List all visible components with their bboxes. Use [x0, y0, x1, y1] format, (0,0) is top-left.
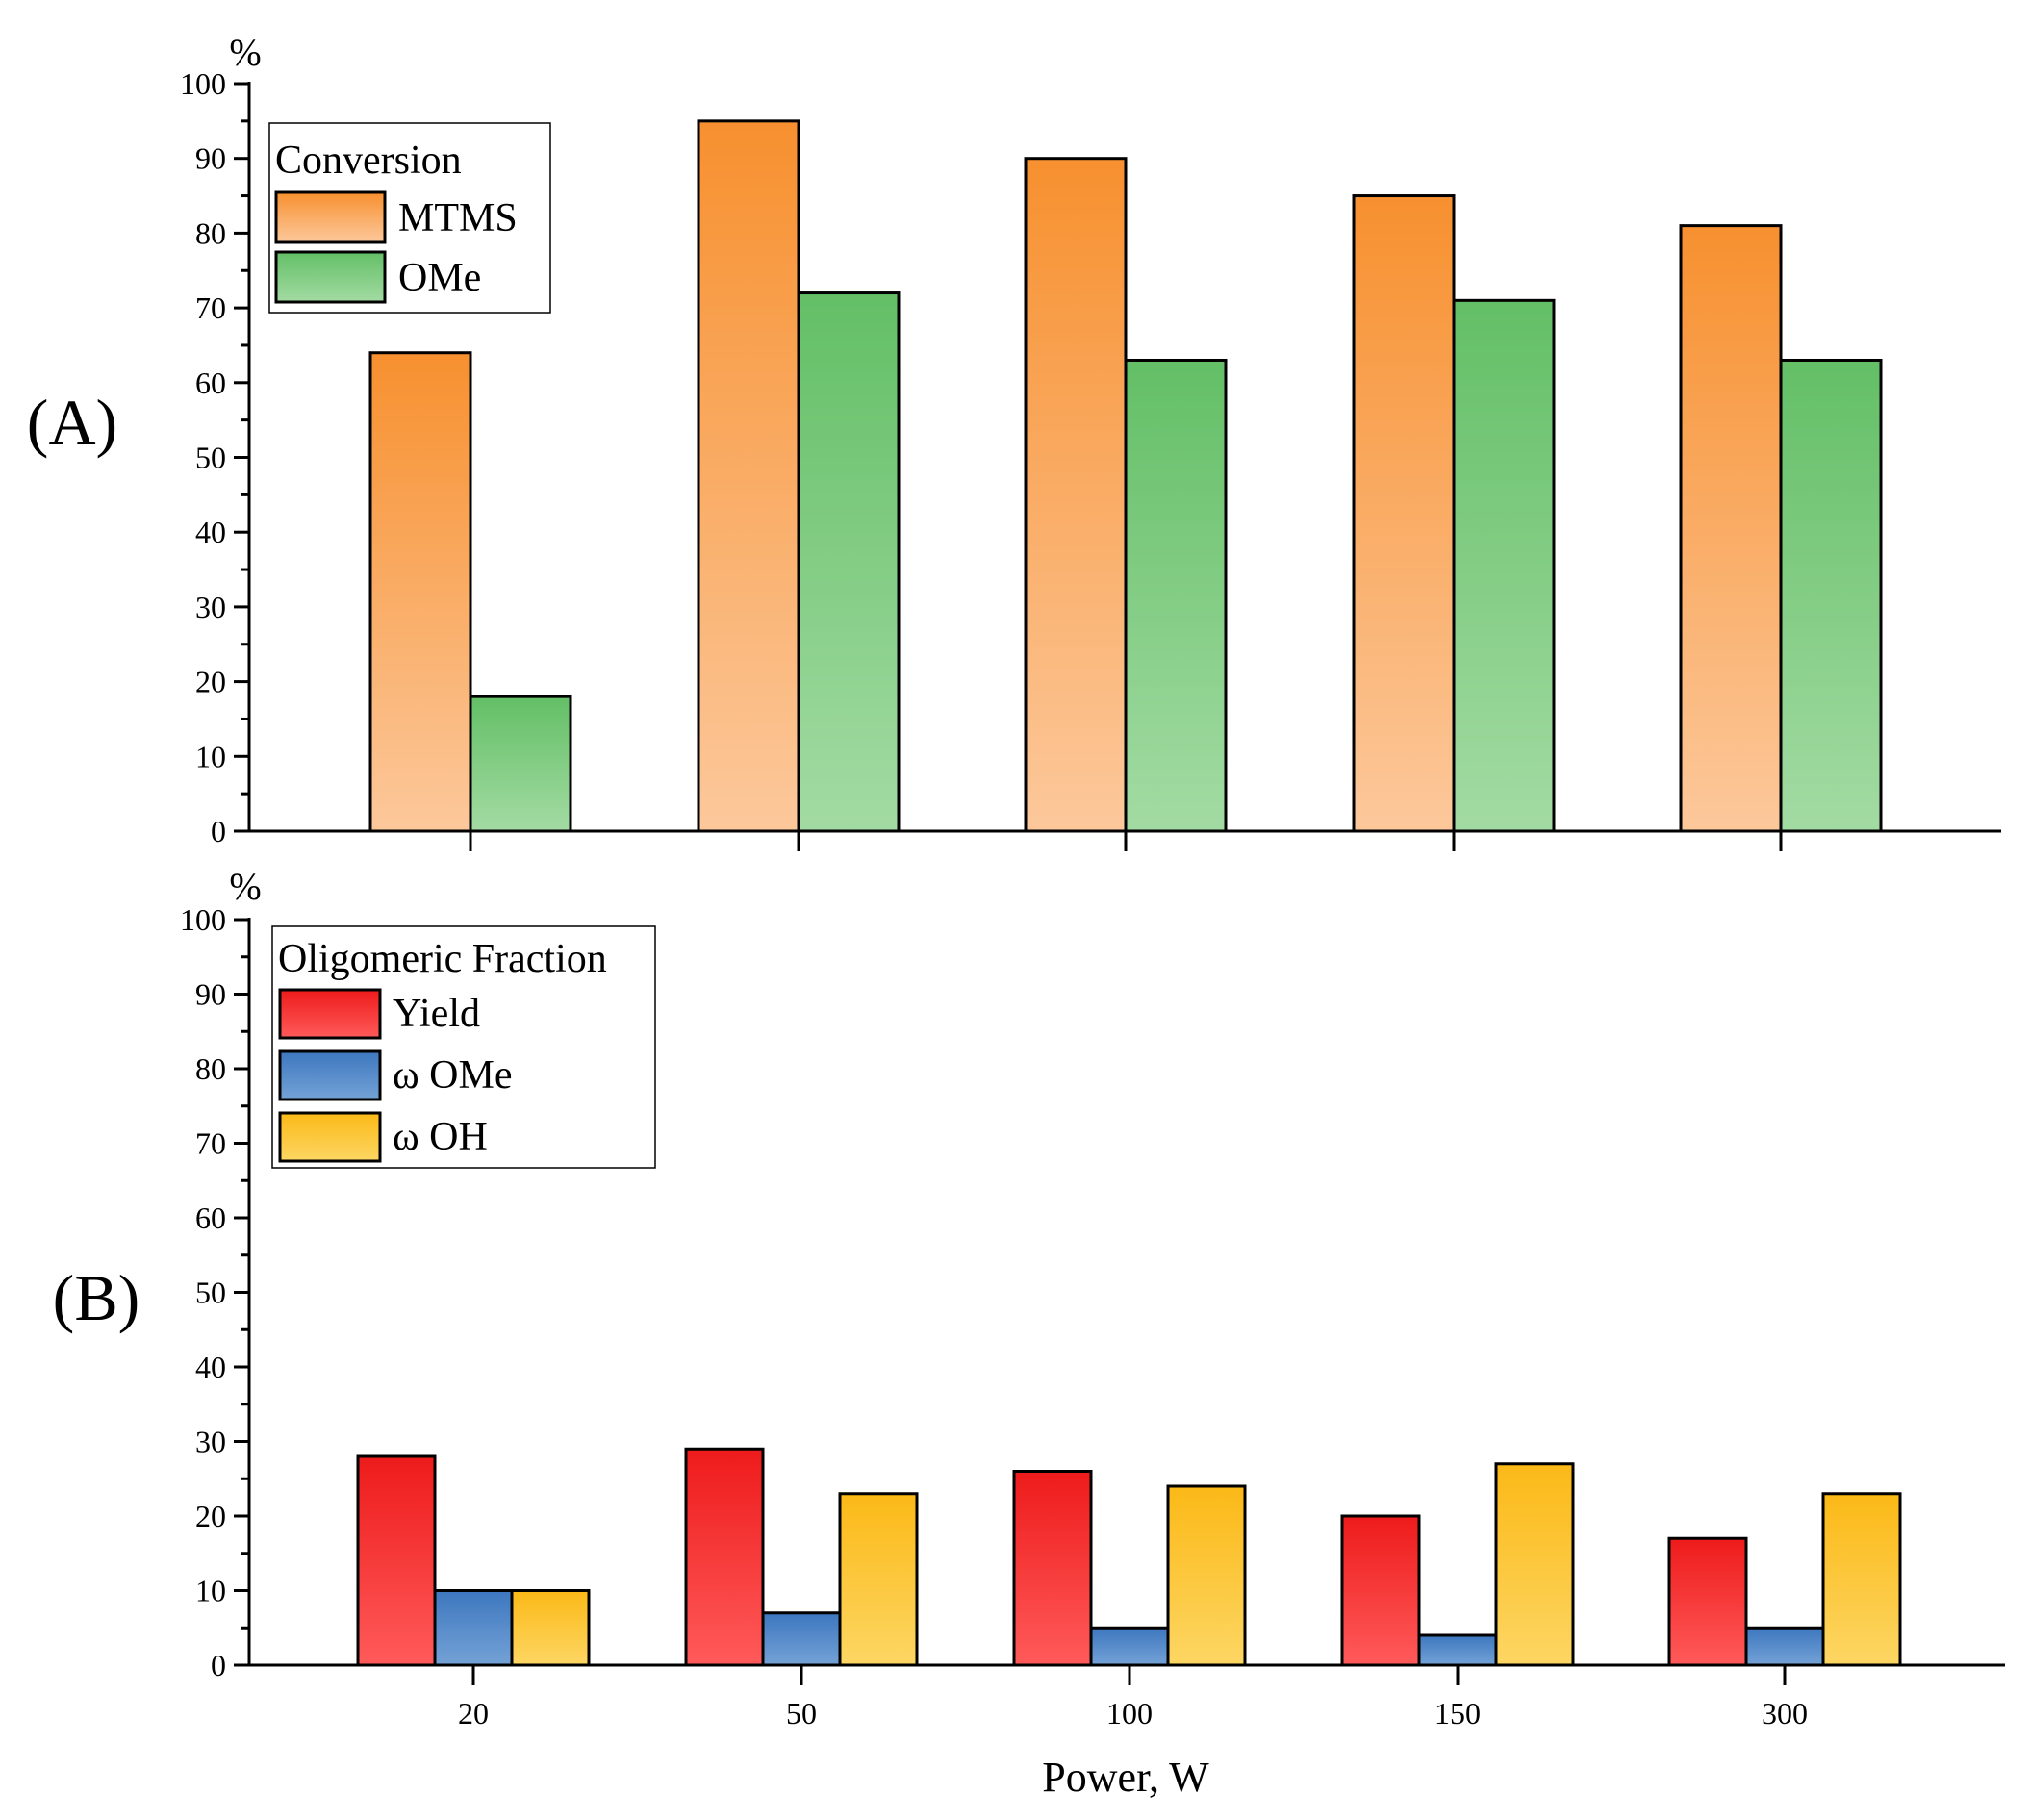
legend-label: ω OMe: [393, 1053, 512, 1098]
x-tick-label: 50: [786, 1696, 817, 1731]
y-tick-label: 30: [195, 1425, 226, 1459]
bar-oh-20: [510, 1589, 591, 1667]
x-tick-label: 300: [1762, 1696, 1808, 1731]
bar-yield-300: [1667, 1536, 1748, 1667]
y-tick-label: 40: [195, 1350, 226, 1384]
legend-swatch: [278, 988, 382, 1040]
y-tick-label: 80: [195, 1051, 226, 1086]
bar-oh-50: [838, 1492, 919, 1667]
panel-b-oligomeric-chart: 0 10 20 30 40 50 60 70 80 90 100 20 50 100 150 300% (B) O…: [53, 865, 2005, 1731]
legend-title: Oligomeric Fraction: [278, 937, 607, 981]
bar-yield-20: [356, 1454, 437, 1667]
y-tick-label: 10: [195, 739, 226, 773]
y-tick-label: 80: [195, 215, 226, 250]
bar-mtms-150: [1352, 194, 1456, 833]
y-tick-label: 100: [180, 66, 226, 101]
legend-label: ω OH: [393, 1115, 488, 1159]
legend-label: OMe: [398, 256, 481, 300]
y-tick-label: 60: [195, 1201, 226, 1235]
x-tick-label: 20: [458, 1696, 489, 1731]
bar-yield-150: [1340, 1514, 1421, 1667]
y-tick-label: 70: [195, 291, 226, 325]
bar-ome-300: [1744, 1626, 1825, 1667]
bar-ome-50: [797, 291, 901, 833]
bar-ome-100: [1089, 1626, 1170, 1667]
x-tick-label: 150: [1434, 1696, 1481, 1731]
y-tick-label: 0: [211, 1648, 226, 1682]
bar-ome-50: [761, 1611, 842, 1667]
x-tick-label: 100: [1106, 1696, 1153, 1731]
y-axis-unit-label: %: [229, 865, 261, 908]
legend-title: Conversion: [275, 139, 462, 183]
bar-ome-20: [469, 695, 572, 833]
bar-mtms-50: [697, 119, 800, 833]
y-tick-label: 90: [195, 977, 226, 1012]
x-axis-title: Power, W: [1042, 1754, 1209, 1801]
legend: Oligomeric Fraction Yield ω OMe ω OH: [271, 925, 656, 1169]
panel-label: (A): [27, 386, 117, 459]
bar-ome-20: [433, 1589, 514, 1667]
legend-label: MTMS: [398, 196, 518, 240]
y-tick-label: 10: [195, 1574, 226, 1608]
y-tick-label: 50: [195, 441, 226, 475]
bar-mtms-100: [1024, 157, 1128, 833]
bar-mtms-20: [368, 351, 472, 833]
bar-oh-100: [1166, 1484, 1247, 1667]
bar-ome-100: [1124, 358, 1228, 833]
bar-yield-50: [684, 1447, 765, 1667]
bar-ome-150: [1417, 1633, 1498, 1667]
y-tick-label: 100: [180, 902, 226, 937]
y-tick-label: 0: [211, 814, 226, 848]
bar-mtms-300: [1679, 224, 1783, 833]
y-tick-label: 20: [195, 665, 226, 699]
legend-label: Yield: [393, 992, 480, 1036]
bar-oh-150: [1494, 1462, 1575, 1667]
y-tick-label: 60: [195, 366, 226, 400]
legend-swatch: [274, 250, 387, 304]
bar-ome-300: [1779, 358, 1883, 833]
bar-yield-100: [1012, 1470, 1093, 1667]
bar-ome-150: [1452, 298, 1556, 833]
panel-label: (B): [53, 1261, 140, 1334]
bar-oh-300: [1821, 1492, 1902, 1667]
legend-swatch: [274, 190, 387, 244]
y-tick-label: 20: [195, 1499, 226, 1533]
legend-swatch: [278, 1111, 382, 1163]
y-tick-label: 40: [195, 515, 226, 549]
y-tick-label: 30: [195, 590, 226, 624]
y-tick-label: 90: [195, 141, 226, 176]
y-tick-label: 50: [195, 1276, 226, 1310]
y-axis-unit-label: %: [229, 31, 261, 74]
panel-a-conversion-chart: 0 10 20 30 40 50 60 70 80 90 100% (A) Conversion MTMS…: [27, 31, 2001, 851]
legend: Conversion MTMS OMe: [268, 122, 551, 314]
legend-swatch: [278, 1049, 382, 1101]
y-tick-label: 70: [195, 1126, 226, 1161]
